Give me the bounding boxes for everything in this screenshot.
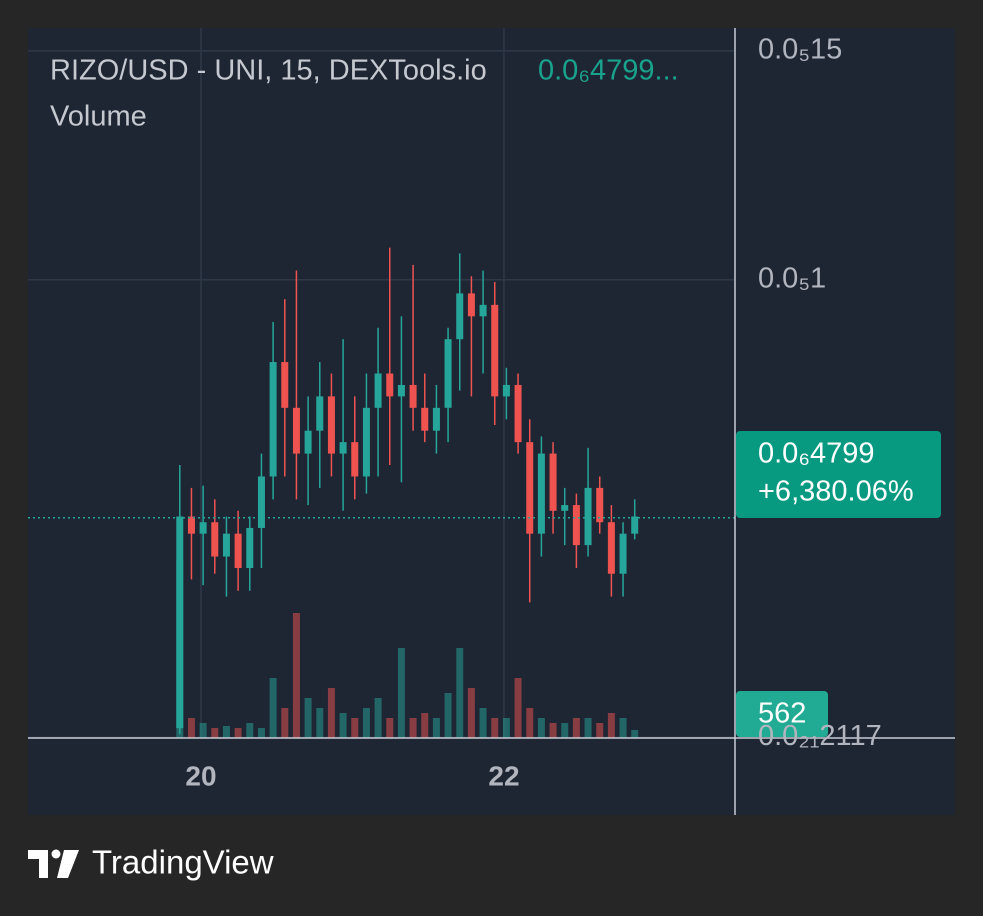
legend-price: 0.0₆4799... (538, 55, 679, 87)
candle-body (502, 384, 510, 397)
volume-tag-label: 562 (758, 698, 806, 730)
volume-bar (316, 708, 324, 738)
y-tick-label: 0.0₂₁2117 (758, 720, 882, 752)
candle-body (572, 505, 580, 546)
candle-body (211, 522, 219, 557)
candle-body (526, 442, 534, 534)
candle-body (269, 362, 277, 477)
volume-bar (327, 688, 335, 738)
volume-bar (187, 718, 195, 738)
brand: TradingView (92, 844, 274, 881)
candle-body (409, 384, 417, 408)
candle-body (432, 407, 440, 431)
volume-tag (736, 691, 828, 737)
candle-body (537, 453, 545, 534)
candle-body (631, 516, 639, 534)
volume-bar (596, 723, 604, 738)
candle-body (199, 522, 207, 534)
candle-body (316, 396, 324, 431)
price-tag (736, 431, 941, 518)
volume-bar (339, 713, 347, 738)
candle-body (304, 430, 312, 454)
candle-body (619, 533, 627, 574)
candle-body (584, 487, 592, 546)
candle-body (397, 384, 405, 397)
candle-body (479, 304, 487, 317)
volume-bar (432, 718, 440, 738)
volume-bar (351, 718, 359, 738)
candle-body (467, 293, 475, 317)
candle-body (281, 362, 289, 408)
volume-bar (421, 713, 429, 738)
volume-bar (479, 708, 487, 738)
volume-bar (444, 693, 452, 738)
candle-body (234, 533, 242, 568)
volume-bar (292, 613, 300, 738)
volume-bar (234, 728, 242, 738)
candle-body (339, 442, 347, 454)
candle-body (374, 373, 382, 408)
candle-body (444, 339, 452, 408)
candle-body (257, 476, 265, 528)
volume-bar (537, 718, 545, 738)
volume-bar (409, 718, 417, 738)
candle-body (327, 396, 335, 454)
volume-bar (304, 698, 312, 738)
volume-bar (397, 648, 405, 738)
volume-bar (584, 718, 592, 738)
change-label: +6,380.06% (758, 476, 914, 508)
candle-body (362, 407, 370, 477)
volume-bar (561, 723, 569, 738)
volume-bar (269, 678, 277, 738)
y-tick-label: 0.0₅15 (758, 34, 842, 66)
x-tick-label: 20 (185, 760, 216, 791)
volume-bar (502, 718, 510, 738)
chart-title: RIZO/USD - UNI, 15, DEXTools.io (50, 55, 487, 87)
volume-bar (199, 723, 207, 738)
candle-body (596, 487, 604, 523)
volume-bar (374, 698, 382, 738)
candle-body (187, 516, 195, 534)
candle-body (292, 407, 300, 454)
candle-body (561, 505, 569, 511)
candle-body (421, 407, 429, 431)
candle-body (456, 293, 464, 340)
candle-body (549, 453, 557, 511)
volume-bar (456, 648, 464, 738)
volume-bar (222, 726, 230, 738)
volume-bar (246, 723, 254, 738)
candle-body (491, 304, 499, 397)
volume-bar (514, 678, 522, 738)
volume-bar (526, 708, 534, 738)
volume-bar (281, 708, 289, 738)
volume-bar (491, 718, 499, 738)
candle-body (514, 384, 522, 443)
y-tick-label: 0.0₅1 (758, 262, 826, 294)
candle-body (246, 527, 254, 568)
volume-bar (631, 729, 639, 738)
candle-body (222, 533, 230, 557)
volume-bar (386, 718, 394, 738)
plot (28, 247, 735, 738)
volume-bar (257, 728, 265, 738)
candle-body (607, 522, 615, 574)
price-tag-label: 0.0₆4799 (758, 438, 875, 470)
logo (28, 849, 79, 878)
volume-bar (362, 708, 370, 738)
candle-body (386, 373, 394, 397)
volume-bar (211, 728, 219, 738)
volume-bar (607, 713, 615, 738)
volume-bar (619, 718, 627, 738)
candle-body (351, 442, 359, 477)
volume-bar (467, 688, 475, 738)
volume-bar (572, 718, 580, 738)
x-tick-label: 22 (488, 760, 519, 791)
candle-body (176, 516, 184, 729)
volume-bar (549, 723, 557, 738)
volume-label: Volume (50, 101, 147, 133)
